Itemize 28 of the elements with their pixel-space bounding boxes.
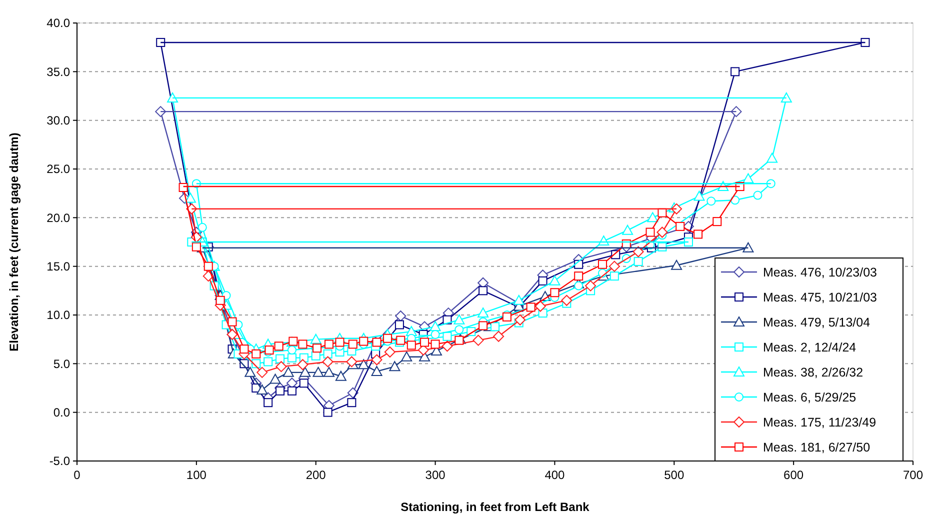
x-axis-title: Stationing, in feet from Left Bank	[400, 500, 590, 514]
legend-label: Meas. 475, 10/21/03	[763, 290, 878, 304]
y-axis-title: Elevation, in feet (current gage dautm)	[7, 132, 21, 352]
x-tick-label: 300	[425, 468, 446, 482]
legend-label: Meas. 6, 5/29/25	[763, 390, 856, 404]
legend-label: Meas. 175, 11/23/49	[763, 415, 876, 430]
legend-label: Meas. 181, 6/27/50	[763, 440, 870, 454]
legend-label: Meas. 2, 12/4/24	[763, 340, 856, 354]
y-tick-label: -5.0	[49, 454, 70, 468]
x-tick-label: 100	[186, 468, 207, 482]
y-tick-label: 5.0	[53, 356, 70, 371]
x-tick-label: 200	[306, 468, 326, 482]
x-tick-label: 700	[902, 468, 924, 482]
y-tick-label: 25.0	[46, 162, 70, 176]
legend-label: Meas. 476, 10/23/03	[763, 265, 878, 280]
x-tick-label: 500	[664, 468, 684, 482]
y-tick-label: 40.0	[46, 16, 70, 30]
x-tick-label: 0	[74, 468, 81, 482]
y-tick-label: 10.0	[46, 308, 70, 322]
x-tick-label: 600	[784, 468, 804, 482]
y-tick-label: 15.0	[46, 260, 70, 274]
legend-label: Meas. 479, 5/13/04	[763, 315, 870, 330]
y-tick-label: 0.0	[53, 406, 70, 420]
legend-label: Meas. 38, 2/26/32	[763, 365, 864, 380]
y-tick-label: 35.0	[46, 64, 70, 79]
y-tick-label: 20.0	[46, 210, 70, 225]
y-tick-label: 30.0	[46, 114, 70, 128]
x-tick-label: 400	[544, 468, 566, 482]
